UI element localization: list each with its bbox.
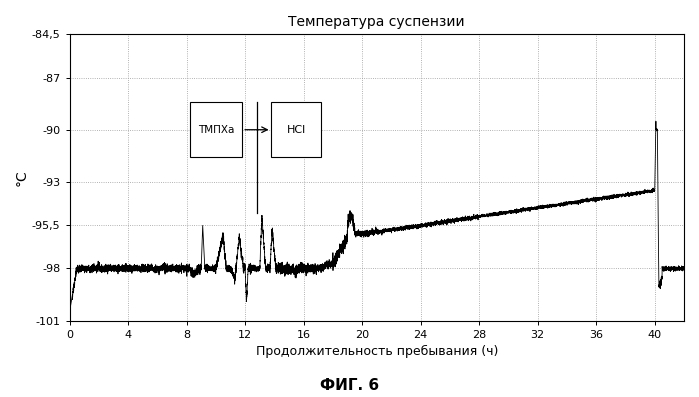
X-axis label: Продолжительность пребывания (ч): Продолжительность пребывания (ч): [256, 345, 498, 358]
FancyBboxPatch shape: [271, 102, 321, 158]
Title: Температура суспензии: Температура суспензии: [289, 15, 465, 29]
FancyBboxPatch shape: [189, 102, 242, 158]
Text: ФИГ. 6: ФИГ. 6: [320, 378, 379, 393]
Text: HCl: HCl: [287, 125, 306, 135]
Y-axis label: °C: °C: [15, 169, 29, 186]
Text: ТМПХа: ТМПХа: [198, 125, 234, 135]
